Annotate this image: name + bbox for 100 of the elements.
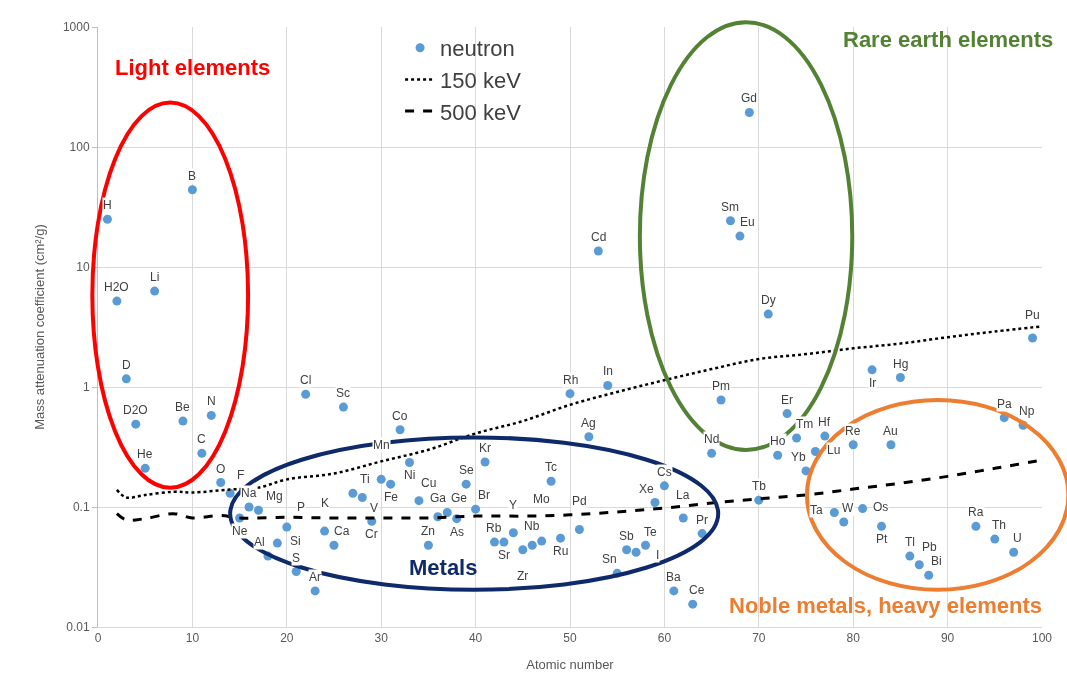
annotation: Ca: [334, 524, 350, 538]
annotation: Th: [992, 518, 1007, 532]
annotation: Cu: [421, 476, 437, 490]
y-tick-label: 1000: [62, 20, 90, 35]
x-tick-label: 50: [563, 631, 577, 646]
y-tick-label: 0.1: [72, 500, 90, 515]
annotation: La: [676, 488, 690, 502]
x-tick-label: 10: [185, 631, 200, 646]
x-tick-label: 100: [1031, 631, 1053, 646]
annotation: Noble metals, heavy elements: [729, 593, 1043, 618]
annotation: W: [842, 501, 854, 515]
annotation: Zr: [517, 569, 529, 583]
annotation: Pa: [997, 397, 1012, 411]
annotation: Pm: [712, 379, 730, 393]
annotation: Tl: [905, 535, 915, 549]
annotation: S: [292, 551, 301, 565]
annotation: Eu: [740, 215, 755, 229]
y-axis-title: Mass attenuation coefficient (cm²/g): [31, 224, 47, 430]
annotation: Sr: [498, 548, 510, 562]
annotation: Ho: [770, 434, 786, 448]
annotation: Np: [1019, 404, 1035, 418]
annotation: B: [188, 169, 197, 183]
annotation: C: [197, 432, 206, 446]
x-tick-label: 60: [657, 631, 672, 646]
x-tick-label: 0: [94, 631, 102, 646]
annotation: Cd: [591, 230, 607, 244]
annotation: Kr: [479, 441, 491, 455]
annotation: Y: [509, 498, 518, 512]
x-tick-label: 70: [752, 631, 766, 646]
annotation: Rh: [563, 373, 579, 387]
annotation: F: [237, 468, 245, 482]
annotation: Nb: [524, 519, 540, 533]
annotation: Cl: [300, 373, 312, 387]
annotation: Pd: [572, 494, 587, 508]
annotation: Mo: [533, 492, 550, 506]
annotation: Te: [644, 525, 657, 539]
annotation: Bi: [931, 554, 942, 568]
annotation: Se: [459, 463, 474, 477]
annotation: Pr: [696, 513, 708, 527]
y-tick-label: 100: [69, 140, 90, 155]
legend-label: neutron: [440, 36, 515, 62]
x-tick-label: 90: [940, 631, 955, 646]
annotation: K: [321, 496, 330, 510]
annotation: I: [656, 548, 660, 562]
annotation: Sb: [619, 529, 634, 543]
annotation: Ti: [360, 472, 370, 486]
annotation: H2O: [104, 280, 129, 294]
annotation: Pb: [922, 540, 937, 554]
annotation: Al: [254, 535, 265, 549]
annotation: Ag: [581, 416, 596, 430]
annotation: Be: [175, 400, 190, 414]
annotation: Nd: [704, 432, 720, 446]
annotation: Dy: [761, 293, 776, 307]
annotation: Co: [392, 409, 408, 423]
annotation: Mg: [266, 489, 283, 503]
annotation: Ra: [968, 505, 984, 519]
x-tick-label: 80: [846, 631, 861, 646]
annotation: U: [1013, 531, 1022, 545]
legend-label: 500 keV: [440, 99, 522, 125]
annotation: Lu: [827, 443, 841, 457]
annotation: Hg: [893, 357, 909, 371]
annotation: Ar: [309, 570, 321, 584]
annotation: O: [216, 462, 226, 476]
annotation: Sm: [721, 200, 739, 214]
annotation: Gd: [741, 91, 758, 105]
annotation: Ba: [666, 570, 681, 584]
annotation: Er: [781, 393, 793, 407]
annotation: Cs: [657, 465, 672, 479]
annotation: Ge: [451, 491, 468, 505]
annotation: Ta: [810, 503, 823, 517]
annotation: Ga: [430, 491, 447, 505]
annotation: Sc: [336, 386, 351, 400]
annotation: Metals: [409, 555, 478, 580]
annotation: Fe: [384, 490, 399, 504]
annotation: Ne: [232, 524, 248, 538]
annotation: Li: [150, 270, 160, 284]
annotation: D2O: [123, 403, 148, 417]
annotation: Cr: [365, 527, 378, 541]
annotation: Ir: [869, 376, 877, 390]
annotation: Mn: [373, 438, 390, 452]
annotation: Tb: [752, 479, 767, 493]
annotation: D: [122, 358, 131, 372]
annotation: Br: [478, 488, 490, 502]
annotation: Os: [873, 500, 889, 514]
annotation: Sn: [602, 552, 617, 566]
annotation: P: [297, 500, 306, 514]
annotation: In: [603, 364, 614, 378]
annotation: Si: [290, 534, 301, 548]
annotation: Tc: [545, 460, 557, 474]
annotation: Tm: [796, 417, 814, 431]
annotation: Ru: [553, 544, 569, 558]
annotation: Ni: [404, 468, 416, 482]
legend-label: 150 keV: [440, 67, 522, 93]
annotation: As: [450, 525, 465, 539]
annotation: Pt: [876, 532, 888, 546]
annotation: Na: [241, 486, 257, 500]
annotation: Light elements: [115, 55, 271, 80]
annotation: He: [137, 447, 153, 461]
annotation: V: [370, 501, 379, 515]
annotation: H: [103, 198, 112, 212]
